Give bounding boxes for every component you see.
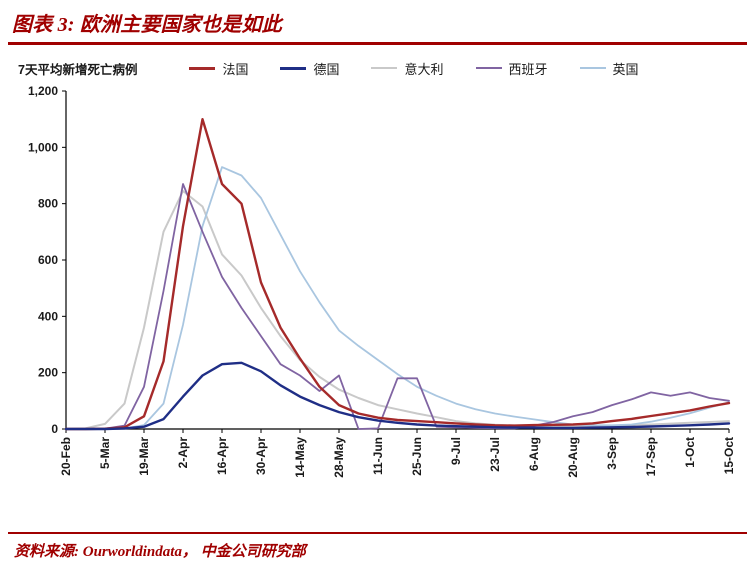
svg-text:20-Feb: 20-Feb	[59, 437, 73, 476]
svg-text:800: 800	[38, 197, 58, 211]
legend-item: 英国	[579, 59, 639, 78]
svg-text:23-Jul: 23-Jul	[488, 437, 502, 472]
legend-item: 法国	[189, 59, 248, 78]
legend-label: 法国	[222, 61, 249, 77]
legend-item: 意大利	[371, 59, 444, 78]
svg-text:3-Sep: 3-Sep	[605, 437, 619, 470]
svg-text:1,000: 1,000	[28, 140, 58, 154]
svg-text:400: 400	[38, 309, 58, 323]
legend-line-swatch	[371, 67, 398, 69]
legend-item: 西班牙	[475, 59, 548, 78]
chart-svg: 0 200 400 600 800 1,000 1,200 20-Feb 5-Mar 19-Mar…	[28, 84, 736, 478]
svg-text:28-May: 28-May	[332, 437, 346, 478]
svg-text:14-May: 14-May	[293, 437, 307, 478]
svg-text:17-Sep: 17-Sep	[644, 437, 658, 476]
legend: 法国 德国 意大利 西班牙 英国	[189, 59, 639, 78]
legend-line-swatch	[579, 67, 606, 69]
svg-text:16-Apr: 16-Apr	[215, 437, 229, 475]
svg-text:11-Jun: 11-Jun	[371, 437, 385, 475]
legend-line-swatch	[280, 66, 307, 70]
svg-text:5-Mar: 5-Mar	[98, 437, 112, 469]
legend-label: 德国	[313, 61, 340, 77]
y-axis-title: 7天平均新增死亡病例	[18, 62, 138, 77]
svg-text:2-Apr: 2-Apr	[176, 437, 190, 469]
legend-item: 德国	[280, 59, 339, 78]
svg-text:600: 600	[38, 253, 58, 267]
svg-text:19-Mar: 19-Mar	[137, 437, 151, 476]
chart-footer: 资料来源: Ourworldindata， 中金公司研究部	[0, 532, 755, 569]
series-line-英国	[65, 166, 730, 430]
svg-text:1-Oct: 1-Oct	[683, 437, 697, 468]
svg-text:9-Jul: 9-Jul	[449, 437, 463, 465]
series-line-西班牙	[65, 183, 730, 430]
plot-area: 0 200 400 600 800 1,000 1,200 20-Feb 5-Mar 19-Mar…	[10, 81, 755, 516]
chart-head-row: 7天平均新增死亡病例 法国 德国 意大利 西班牙 英国	[18, 57, 755, 79]
series-line-德国	[64, 361, 731, 431]
svg-text:15-Oct: 15-Oct	[722, 437, 736, 474]
svg-text:200: 200	[38, 366, 58, 380]
svg-text:20-Aug: 20-Aug	[566, 437, 580, 478]
svg-text:0: 0	[51, 422, 58, 436]
chart-header: 图表 3: 欧洲主要国家也是如此	[0, 0, 755, 37]
legend-label: 意大利	[404, 61, 444, 77]
svg-text:25-Jun: 25-Jun	[410, 437, 424, 476]
chart-title: 图表 3: 欧洲主要国家也是如此	[12, 14, 282, 36]
svg-text:6-Aug: 6-Aug	[527, 437, 541, 471]
svg-text:1,200: 1,200	[28, 84, 58, 98]
source-note: 资料来源: Ourworldindata， 中金公司研究部	[14, 544, 306, 560]
footer-divider	[8, 532, 747, 534]
svg-text:30-Apr: 30-Apr	[254, 437, 268, 475]
series-line-法国	[64, 118, 731, 431]
title-underline	[8, 42, 747, 45]
legend-label: 英国	[612, 61, 639, 77]
legend-line-swatch	[189, 66, 216, 70]
legend-label: 西班牙	[508, 61, 548, 77]
legend-line-swatch	[475, 67, 502, 69]
